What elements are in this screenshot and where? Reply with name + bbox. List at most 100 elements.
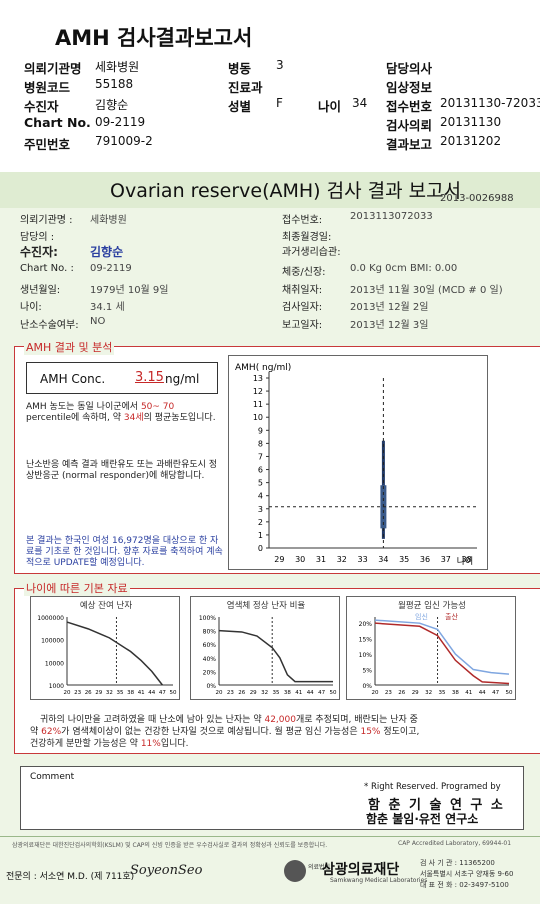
header-label: 수진자 [24,99,59,114]
header-label: 성별 [228,99,252,114]
samkwang-logo-icon [284,860,306,882]
header-label: Chart No. [24,115,91,130]
info-value: NO [90,316,106,327]
x-tick-label: 23 [385,690,392,696]
page-title: AMH 검사결과보고서 [55,26,253,50]
y-tick-label: 100000 [41,638,64,645]
pregnancy-chart-svg: 월평균 임신 가능성 0% 5% 10% 15% 20% 20 23 26 29 32 35 38 41 4… [359,600,513,696]
amh-analysis-2: 난소반응 예측 결과 배란유도 또는 과배란유도시 정상반응군 (normal … [26,460,218,481]
info-value: 1979년 10월 9일 [90,285,169,296]
accreditation-note: 삼광의료재단은 대한진단검사의학회(KSLM) 및 CAP의 신빙 인증을 받은… [12,842,328,849]
header-value: 20131202 [440,134,502,148]
x-tick-label: 47 [318,690,325,696]
series-line [374,622,510,685]
y-tick-label: 40% [203,656,217,663]
y-tick-label: 7 [258,452,263,461]
legend-item: 출산 [445,612,458,621]
y-tick-label: 0% [206,683,216,690]
x-tick-label: 29 [250,690,257,696]
y-tick-label: 60% [203,642,217,649]
header-label: 임상정보 [386,80,433,95]
amh-conc-value: 3.15 [135,370,164,385]
rights-notice: * Right Reserved. Programed by [364,782,501,792]
x-tick-label: 50 [330,690,337,696]
y-tick-label: 1 [258,531,263,540]
y-tick-label: 6 [258,466,263,475]
org-type: 의료법인 [308,864,331,871]
x-tick-label: 44 [479,690,486,696]
amh-analysis-1: AMH 농도는 동일 나이군에서 50~ 70 percentile에 속하며,… [26,402,216,423]
header-label: 담당의사 [386,61,433,76]
header-value: 55188 [95,77,134,91]
eggs-chart: 예상 잔여 난자 1000000 100000 10000 1000 20 23 26 29 32… [30,596,180,700]
mini-chart-title: 염색체 정상 난자 비율 [227,600,306,611]
x-tick-label: 32 [425,690,432,696]
x-tick-label: 29 [412,690,419,696]
info-label: 난소수술여부: [20,320,79,331]
series-line [66,621,163,686]
x-tick-label: 38 [127,690,134,696]
info-label: 나이: [20,302,42,313]
y-tick-label: 10 [253,413,263,422]
y-tick-label: 10% [359,652,373,659]
info-value: 0.0 Kg 0cm BMI: 0.00 [350,263,458,274]
info-value: 세화병원 [90,215,127,226]
x-tick-label: 44 [307,690,314,696]
x-tick-label: 41 [465,690,472,696]
amh-conc-unit: ng/ml [165,372,200,386]
x-tick-label: 35 [273,690,280,696]
info-value: 김향순 [90,245,124,259]
y-tick-label: 11 [253,400,263,409]
info-label: 체중/신장: [282,267,326,278]
info-label: 수진자: [20,245,58,259]
header-value: F [276,96,283,110]
x-tick-label: 32 [106,690,113,696]
series-line [374,619,510,675]
x-tick-label: 32 [261,690,268,696]
y-tick-label: 100% [199,615,216,622]
info-value: 34.1 세 [90,302,125,313]
x-tick-label: 34 [378,555,388,564]
x-tick-label: 35 [399,555,409,564]
x-tick-label: 29 [274,555,284,564]
normal-eggs-chart: 염색체 정상 난자 비율 0% 20% 40% 60% 80% 100% 20 23 26 29 32… [190,596,340,700]
x-tick-label: 37 [441,555,451,564]
pregnancy-chart: 월평균 임신 가능성 0% 5% 10% 15% 20% 20 23 26 29 32 35 38 41 4… [346,596,516,700]
stats-section-title: 나이에 따른 기본 자료 [24,580,130,596]
info-label: 의뢰기관명 : [20,215,73,226]
y-tick-label: 15% [359,637,373,644]
info-label: 과거생리습관: [282,247,341,258]
mini-chart-title: 예상 잔여 난자 [80,600,133,611]
x-tick-label: 20 [64,690,71,696]
x-tick-label: 33 [358,555,368,564]
x-tick-label: 36 [420,555,430,564]
header-value: 세화병원 [95,60,140,74]
x-tick-label: 30 [295,555,305,564]
header-age-label: 나이 [318,99,342,114]
y-tick-label: 10000 [45,660,64,667]
x-axis-label: 나이 [457,556,474,567]
y-axis-label: AMH( ng/ml) [235,363,291,373]
report-title: Ovarian reserve(AMH) 검사 결과 보고서 [110,180,462,202]
y-tick-label: 20% [203,669,217,676]
org-name-en: Samkwang Medical Laboratories [330,877,428,884]
x-tick-label: 35 [439,690,446,696]
x-tick-label: 50 [170,690,177,696]
x-tick-label: 50 [506,690,513,696]
x-tick-label: 47 [492,690,499,696]
lab-phone: 대 표 전 화 : 02-3497-5100 [420,881,509,889]
cap-accreditation: CAP Accredited Laboratory, 69944-01 [398,840,512,847]
amh-conc-box [26,362,218,394]
y-tick-label: 0 [258,544,263,553]
header-value: 09-2119 [95,115,146,129]
header-value: 20131130 [440,115,502,129]
x-tick-label: 26 [238,690,245,696]
header-value: 3 [276,58,284,72]
y-tick-label: 13 [253,374,263,383]
y-tick-label: 9 [258,426,263,435]
header-label: 결과보고 [386,137,433,152]
info-label: 담당의 : [20,232,55,243]
comment-box [20,766,524,830]
